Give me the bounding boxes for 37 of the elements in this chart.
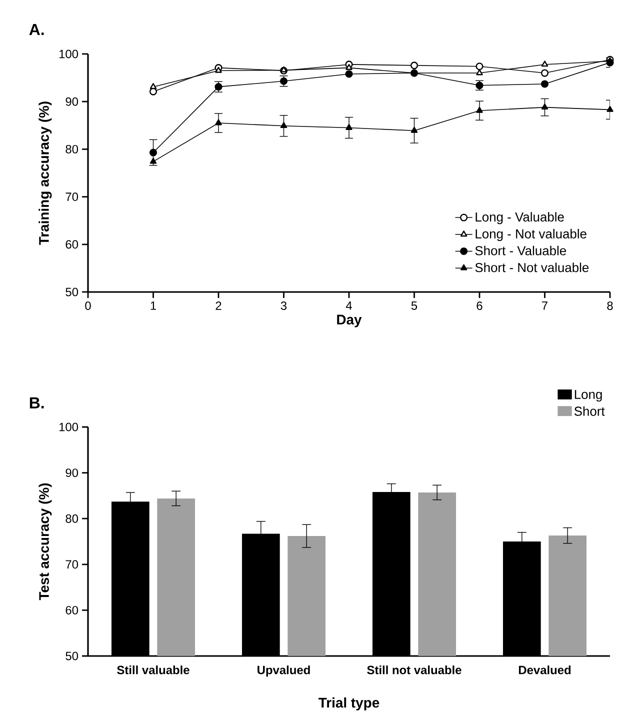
x-tick-label: 6 xyxy=(476,301,482,310)
y-tick-label: 90 xyxy=(66,468,78,478)
y-axis-title: Training accuracy (%) xyxy=(38,102,52,245)
chart-title: A. xyxy=(29,24,44,35)
x-tick-label: 1 xyxy=(150,301,156,310)
x-tick-label: 3 xyxy=(280,301,287,310)
y-tick-label: 90 xyxy=(66,97,78,106)
x-tick-label: 4 xyxy=(346,301,352,310)
x-tick-label: 8 xyxy=(607,301,613,310)
x-tick-label: Devalued xyxy=(518,665,571,674)
y-tick-label: 50 xyxy=(66,288,78,296)
y-axis-title: Test accuracy (%) xyxy=(38,483,52,600)
legend-label: Long xyxy=(574,390,602,402)
y-tick-label: 80 xyxy=(66,144,78,154)
y-tick-label: 70 xyxy=(66,560,78,569)
legend-label: Long - Valuable xyxy=(476,212,564,224)
y-tick-label: 60 xyxy=(66,240,78,249)
legend-label: Short xyxy=(574,406,605,416)
x-tick-label: 7 xyxy=(542,301,548,310)
x-tick-label: Still valuable xyxy=(117,665,190,674)
y-tick-label: 100 xyxy=(59,50,78,58)
x-tick-label: 0 xyxy=(85,301,91,310)
legend-label: Long - Not valuable xyxy=(476,228,586,242)
y-tick-label: 50 xyxy=(66,652,78,660)
x-tick-label: 5 xyxy=(411,301,418,310)
x-axis-title: Day xyxy=(337,314,362,328)
y-tick-label: 70 xyxy=(66,192,78,202)
legend-label: Short - Not valuable xyxy=(475,262,589,272)
y-tick-label: 100 xyxy=(59,422,78,432)
x-axis-title: Trial type xyxy=(318,697,380,710)
y-tick-label: 80 xyxy=(66,514,78,523)
y-tick-label: 60 xyxy=(66,606,78,614)
x-tick-label: 2 xyxy=(216,301,222,310)
chart-title: B. xyxy=(30,397,44,408)
x-tick-label: Still not valuable xyxy=(367,665,462,674)
legend-label: Short - Valuable xyxy=(475,246,566,256)
x-tick-label: Upvalued xyxy=(258,665,310,677)
